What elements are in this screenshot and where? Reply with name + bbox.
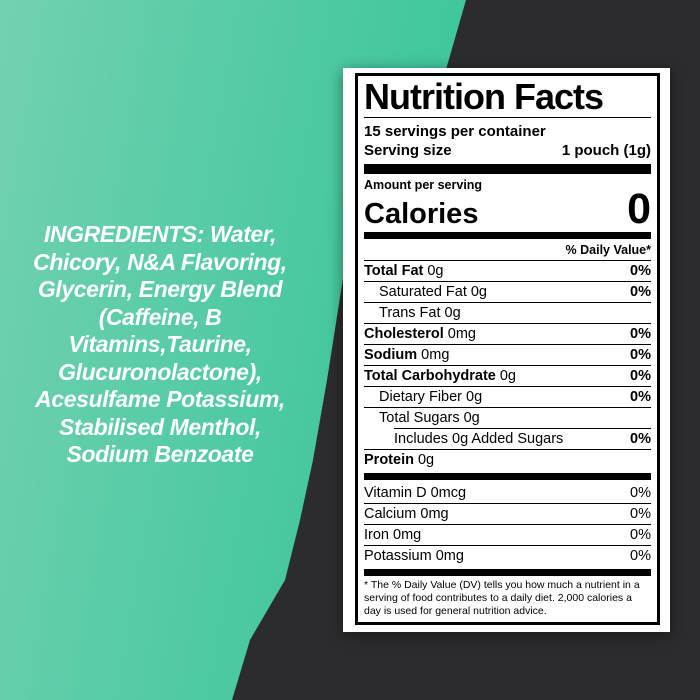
- calories-row: Calories 0: [364, 185, 651, 233]
- nutrient-name: Iron: [364, 527, 389, 543]
- nutrient-row-total-fat: Total Fat 0g 0%: [364, 261, 651, 282]
- nutrient-row-iron: Iron 0mg 0%: [364, 525, 651, 546]
- nutrient-row-dietary-fiber: Dietary Fiber 0g 0%: [364, 387, 651, 408]
- nutrient-amount: 0g: [463, 410, 480, 426]
- nutrient-amount: 0g: [499, 368, 516, 384]
- nutrition-facts-title: Nutrition Facts: [364, 76, 604, 117]
- calories-value: 0: [627, 185, 651, 233]
- micronutrient-rows: Vitamin D 0mcg 0% Calcium 0mg 0% Iron 0mg 0…: [364, 483, 651, 566]
- nutrient-name: Sodium: [364, 347, 418, 363]
- nutrient-amount: 0mg: [393, 527, 422, 543]
- nutrient-dv: 0%: [630, 506, 651, 522]
- title-divider: [364, 117, 651, 118]
- nutrient-name: Cholesterol: [364, 326, 444, 342]
- thick-divider-bar: [364, 164, 651, 174]
- nutrient-row-protein: Protein 0g: [364, 450, 651, 470]
- nutrient-row-sodium: Sodium 0mg 0%: [364, 345, 651, 366]
- nutrient-row-total-sugars: Total Sugars 0g: [364, 408, 651, 428]
- ingredients-line: Chicory, N&A Flavoring,: [33, 248, 287, 275]
- ingredients-line: (Caffeine, B: [98, 303, 222, 330]
- nutrient-dv: 0%: [630, 389, 651, 405]
- nutrient-amount: 0g: [470, 284, 487, 300]
- nutrient-dv: 0%: [630, 284, 651, 300]
- nutrient-name: Vitamin D: [364, 485, 427, 501]
- nutrient-dv: 0%: [630, 263, 651, 279]
- nutrient-row-added-sugars: Includes 0g Added Sugars 0%: [364, 429, 651, 450]
- nutrient-row-cholesterol: Cholesterol 0mg 0%: [364, 324, 651, 345]
- nutrient-rows: Total Fat 0g 0% Saturated Fat 0g 0% Trans …: [364, 261, 651, 470]
- nutrient-row-vitamin-d: Vitamin D 0mcg 0%: [364, 483, 651, 504]
- nutrient-name: Saturated Fat: [379, 284, 467, 300]
- nutrient-amount: 0g: [427, 263, 444, 279]
- nutrition-facts-border: Nutrition Facts 15 servings per containe…: [355, 73, 660, 625]
- serving-size-row: Serving size 1 pouch (1g): [364, 141, 651, 160]
- nutrient-row-total-carbohydrate: Total Carbohydrate 0g 0%: [364, 366, 651, 387]
- nutrient-dv: 0%: [630, 431, 651, 447]
- nutrient-amount: 0g: [417, 452, 435, 468]
- serving-size-label: Serving size: [364, 142, 452, 159]
- ingredients-line: Stabilised Menthol,: [59, 413, 261, 440]
- nutrient-amount: 0g: [466, 389, 483, 405]
- nutrient-dv: 0%: [630, 485, 651, 501]
- nutrition-facts-label: Nutrition Facts 15 servings per containe…: [343, 68, 670, 632]
- servings-per-container: 15 servings per container: [364, 123, 546, 140]
- nutrient-name: Protein: [364, 452, 414, 468]
- nutrient-name: Total Carbohydrate: [364, 368, 496, 384]
- amount-per-serving: Amount per serving: [364, 178, 483, 192]
- nutrient-amount: 0mg: [421, 347, 450, 363]
- nutrient-name: Potassium: [364, 548, 432, 564]
- daily-value-footnote: * The % Daily Value (DV) tells you how m…: [364, 579, 640, 617]
- ingredients-line: Sodium Benzoate: [66, 441, 254, 467]
- nutrient-dv: 0%: [630, 326, 651, 342]
- indented-divider: [394, 428, 651, 429]
- nutrient-dv: 0%: [630, 347, 651, 363]
- ingredients-text: INGREDIENTS: Water, Chicory, N&A Flavori…: [10, 221, 310, 469]
- nutrient-dv: 0%: [630, 548, 651, 564]
- calories-label: Calories: [364, 198, 479, 230]
- nutrient-name: Total Sugars: [379, 410, 460, 426]
- nutrient-row-calcium: Calcium 0mg 0%: [364, 504, 651, 525]
- nutrient-name: Total Fat: [364, 263, 424, 279]
- thick-divider-bar: [364, 569, 651, 576]
- nutrient-dv: 0%: [630, 368, 651, 384]
- nutrient-amount: 0g: [444, 305, 461, 321]
- ingredients-line: Vitamins,Taurine,: [68, 331, 252, 357]
- ingredients-line: Acesulfame Potassium,: [35, 386, 285, 412]
- nutrient-amount: 0mg: [447, 326, 476, 342]
- nutrient-name: Dietary Fiber: [379, 389, 462, 405]
- ingredients-line: INGREDIENTS: Water,: [43, 221, 277, 247]
- nutrient-amount: 0mg: [420, 506, 449, 522]
- nutrient-row-trans-fat: Trans Fat 0g: [364, 303, 651, 324]
- nutrient-dv: 0%: [630, 527, 651, 543]
- nutrient-name: Trans Fat: [379, 305, 441, 321]
- nutrient-amount: 0mcg: [430, 485, 467, 501]
- nutrient-name: Calcium: [364, 506, 417, 522]
- nutrient-row-potassium: Potassium 0mg 0%: [364, 546, 651, 566]
- thick-divider-bar: [364, 232, 651, 239]
- nutrient-name: Includes 0g Added Sugars: [394, 431, 564, 447]
- nutrient-amount: 0mg: [435, 548, 464, 564]
- daily-value-header: % Daily Value*: [364, 239, 651, 261]
- thick-divider-bar: [364, 473, 651, 480]
- serving-size-value: 1 pouch (1g): [561, 142, 651, 159]
- ingredients-line: Glycerin, Energy Blend: [37, 276, 283, 302]
- ingredients-line: Glucuronolactone),: [58, 358, 262, 385]
- nutrient-row-saturated-fat: Saturated Fat 0g 0%: [364, 282, 651, 303]
